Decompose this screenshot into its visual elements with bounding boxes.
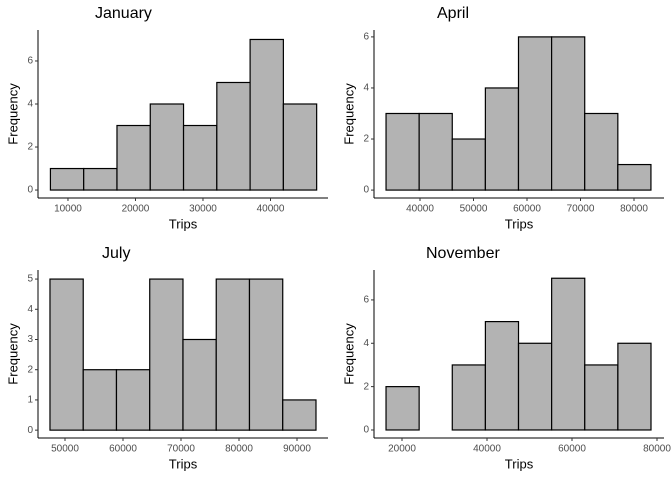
- bar: [216, 81, 251, 191]
- y-axis-label: Frequency: [5, 323, 20, 385]
- bar: [584, 112, 619, 191]
- y-tick-label: 2: [363, 381, 369, 392]
- bar: [83, 167, 118, 191]
- bar: [215, 278, 251, 431]
- y-tick-label: 0: [27, 185, 33, 196]
- x-tick-label: 20000: [388, 444, 416, 455]
- y-tick-label: 2: [27, 364, 33, 375]
- x-tick-label: 60000: [513, 204, 541, 215]
- bar: [149, 103, 185, 191]
- bar: [49, 167, 85, 191]
- bar: [182, 124, 218, 191]
- bar: [182, 338, 217, 431]
- y-tick-label: 2: [27, 142, 33, 153]
- y-tick-label: 6: [363, 295, 369, 306]
- y-tick-label: 0: [27, 425, 33, 436]
- x-axis-label: Trips: [169, 456, 198, 471]
- bar: [451, 364, 486, 431]
- panel-title: November: [426, 245, 500, 262]
- bar: [249, 38, 284, 191]
- panel-title: April: [437, 5, 469, 22]
- y-axis-label: Frequency: [341, 323, 356, 385]
- x-tick-label: 50000: [51, 444, 79, 455]
- x-tick-label: 10000: [54, 204, 82, 215]
- x-tick-label: 60000: [109, 444, 137, 455]
- bar: [551, 36, 586, 191]
- bar: [116, 124, 151, 191]
- bar: [517, 36, 553, 191]
- bar: [385, 386, 420, 431]
- x-axis-label: Trips: [505, 216, 534, 231]
- bar: [115, 369, 151, 431]
- x-tick-label: 70000: [167, 444, 195, 455]
- bar: [385, 112, 420, 191]
- x-tick-label: 80000: [620, 204, 648, 215]
- y-tick-label: 1: [27, 395, 33, 406]
- x-tick-label: 30000: [189, 204, 217, 215]
- y-tick-label: 6: [363, 32, 369, 43]
- bar: [484, 87, 520, 191]
- bar: [451, 138, 486, 191]
- y-tick-label: 4: [27, 99, 33, 110]
- bar: [551, 277, 586, 431]
- x-tick-label: 50000: [460, 204, 488, 215]
- y-tick-label: 0: [363, 185, 369, 196]
- x-tick-label: 40000: [406, 204, 434, 215]
- y-tick-label: 5: [27, 274, 33, 285]
- bar: [617, 342, 652, 431]
- y-tick-label: 2: [363, 134, 369, 145]
- x-axis-label: Trips: [169, 216, 198, 231]
- y-tick-label: 4: [363, 83, 369, 94]
- bar: [484, 320, 520, 431]
- y-tick-label: 3: [27, 334, 33, 345]
- x-tick-label: 20000: [122, 204, 150, 215]
- bar: [82, 369, 118, 431]
- bar: [49, 278, 84, 431]
- x-tick-label: 90000: [283, 444, 311, 455]
- y-axis-label: Frequency: [341, 83, 356, 145]
- x-tick-label: 40000: [473, 444, 501, 455]
- y-tick-label: 6: [27, 56, 33, 67]
- y-axis-label: Frequency: [5, 83, 20, 145]
- x-tick-label: 60000: [558, 444, 586, 455]
- bar: [517, 342, 553, 431]
- x-tick-label: 80000: [225, 444, 253, 455]
- bar: [617, 163, 652, 191]
- bar: [584, 364, 619, 431]
- y-tick-label: 4: [363, 338, 369, 349]
- bar: [418, 112, 453, 191]
- x-tick-label: 40000: [257, 204, 285, 215]
- bar: [248, 278, 284, 431]
- x-tick-label: 70000: [567, 204, 595, 215]
- panel-title: July: [102, 245, 130, 262]
- y-tick-label: 0: [363, 425, 369, 436]
- x-tick-label: 80000: [643, 444, 671, 455]
- bar: [282, 399, 317, 431]
- bar: [149, 278, 184, 431]
- y-tick-label: 4: [27, 304, 33, 315]
- bar: [282, 103, 318, 191]
- x-axis-label: Trips: [505, 456, 534, 471]
- panel-title: January: [95, 5, 152, 22]
